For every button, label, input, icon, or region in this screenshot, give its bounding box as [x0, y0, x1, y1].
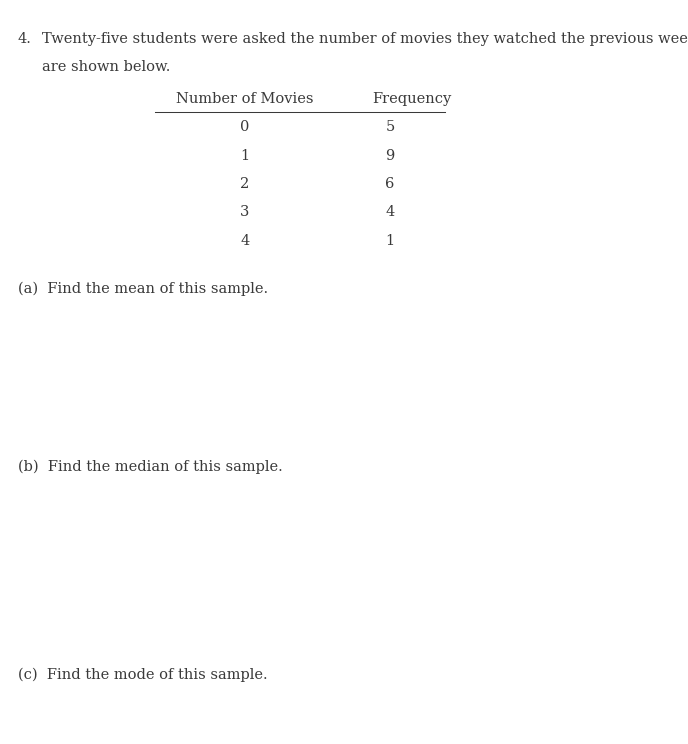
- Text: 4: 4: [385, 205, 395, 219]
- Text: 3: 3: [240, 205, 250, 219]
- Text: 0: 0: [240, 120, 250, 134]
- Text: Twenty-five students were asked the number of movies they watched the previous w: Twenty-five students were asked the numb…: [42, 32, 688, 46]
- Text: 2: 2: [240, 177, 250, 191]
- Text: 6: 6: [385, 177, 395, 191]
- Text: 1: 1: [240, 149, 250, 162]
- Text: 4: 4: [240, 234, 250, 248]
- Text: (a)  Find the mean of this sample.: (a) Find the mean of this sample.: [18, 282, 268, 296]
- Text: Frequency: Frequency: [372, 92, 451, 106]
- Text: 4.: 4.: [18, 32, 32, 46]
- Text: Number of Movies: Number of Movies: [176, 92, 314, 106]
- Text: 1: 1: [385, 234, 394, 248]
- Text: 9: 9: [385, 149, 395, 162]
- Text: 5: 5: [385, 120, 395, 134]
- Text: (b)  Find the median of this sample.: (b) Find the median of this sample.: [18, 460, 283, 475]
- Text: are shown below.: are shown below.: [42, 60, 171, 74]
- Text: (c)  Find the mode of this sample.: (c) Find the mode of this sample.: [18, 668, 268, 682]
